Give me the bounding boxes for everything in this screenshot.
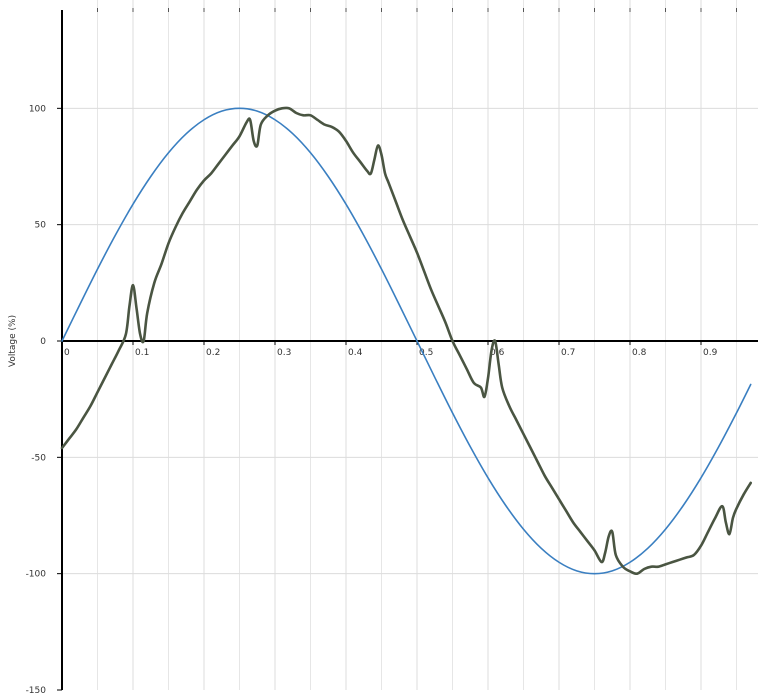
y-axis-title: Voltage (%) bbox=[8, 315, 18, 367]
x-tick-label: 0.2 bbox=[206, 348, 220, 358]
series-lines bbox=[60, 106, 752, 576]
x-tick-label: 0.8 bbox=[632, 348, 647, 358]
x-tick-label: 0 bbox=[64, 348, 70, 358]
axis-ticks bbox=[57, 8, 737, 691]
y-tick-labels: -150 -100 -50 0 50 100 bbox=[26, 104, 47, 695]
x-tick-label: 0.1 bbox=[135, 348, 149, 358]
y-tick-label: 0 bbox=[40, 337, 46, 347]
y-tick-label: -100 bbox=[26, 570, 47, 580]
x-tick-label: 0.5 bbox=[419, 348, 433, 358]
vertical-gridlines bbox=[97, 0, 737, 690]
x-tick-label: 0.7 bbox=[561, 348, 575, 358]
y-tick-label: 50 bbox=[35, 221, 47, 231]
reference-sine-line bbox=[61, 107, 752, 575]
y-tick-label: -50 bbox=[31, 453, 46, 463]
x-tick-label: 0.4 bbox=[348, 348, 363, 358]
y-tick-label: 100 bbox=[29, 104, 46, 114]
x-tick-labels: 0 0.1 0.2 0.3 0.4 0.5 0.6 0.7 0.8 0.9 bbox=[64, 348, 718, 358]
y-tick-label: -150 bbox=[26, 686, 47, 695]
distorted-voltage-line bbox=[60, 106, 752, 576]
x-tick-label: 0.9 bbox=[703, 348, 718, 358]
x-tick-label: 0.3 bbox=[277, 348, 291, 358]
